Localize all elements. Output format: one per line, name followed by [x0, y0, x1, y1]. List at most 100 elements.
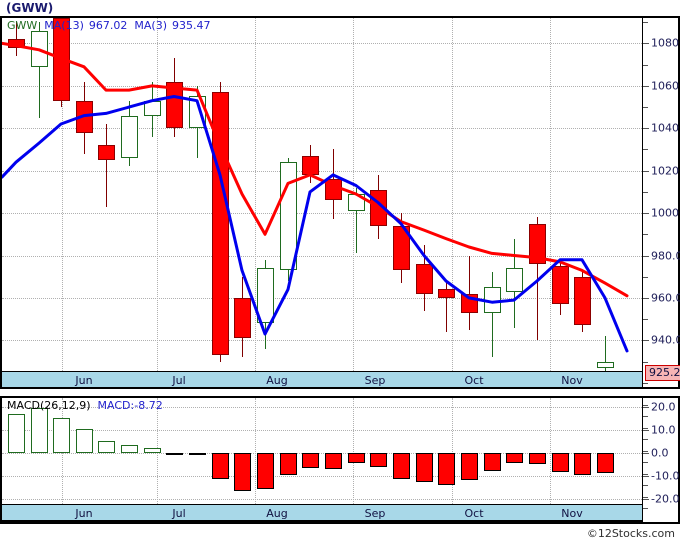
macd-bar-positive [53, 417, 70, 453]
macd-axis-label: 0.0 [651, 446, 669, 460]
price-axis-label: 940.0 [651, 333, 680, 347]
legend-macd-value: MACD:-8.72 [97, 399, 163, 412]
price-axis-label: 1020.0 [651, 164, 680, 178]
macd-gridline-h [2, 430, 642, 432]
macd-bar-negative [302, 453, 319, 469]
candle-wick [106, 124, 107, 207]
candle-body-up [280, 162, 297, 271]
month-axis-label: Oct [464, 507, 484, 520]
macd-axis-tick [643, 498, 649, 500]
candle-body-down [8, 39, 25, 48]
macd-bar-negative [597, 453, 614, 473]
macd-axis-minor-tick [643, 473, 648, 475]
month-axis-label: Jul [172, 374, 186, 387]
month-axis-label: Oct [464, 374, 484, 387]
candle-body-down [325, 179, 342, 201]
price-axis-tick [643, 43, 649, 45]
macd-bar-negative [552, 453, 569, 473]
price-gridline-v [550, 18, 551, 387]
price-gridline-v [255, 18, 256, 387]
macd-bar-positive [144, 447, 161, 453]
candle-body-down [212, 92, 229, 356]
macd-gridline-v [550, 398, 551, 508]
page-title: (GWW) [6, 1, 54, 15]
macd-axis-label: 20.0 [651, 400, 676, 414]
price-axis-tick [643, 297, 649, 299]
macd-bar-negative [325, 453, 342, 470]
macd-axis-minor-tick [643, 462, 648, 464]
macd-axis-minor-tick [643, 439, 648, 441]
price-axis-minor-tick [643, 361, 648, 363]
macd-axis-minor-tick [643, 496, 648, 498]
macd-bar-positive [121, 444, 138, 453]
macd-axis-label: -10.0 [651, 469, 680, 483]
candle-body-down [552, 266, 569, 305]
price-gridline-h [2, 213, 642, 215]
candle-body-down [393, 225, 410, 271]
month-axis-label: Aug [266, 374, 288, 387]
candle-wick [16, 22, 17, 57]
macd-bar-negative [212, 453, 229, 480]
macd-bar-negative [189, 453, 206, 455]
candle-body-up [597, 361, 614, 368]
legend-ma3-label: MA(3) [134, 19, 167, 32]
candle-wick [492, 272, 493, 358]
price-axis-minor-tick [643, 149, 648, 151]
price-gridline-h [2, 43, 642, 45]
price-axis-tick [643, 128, 649, 130]
macd-axis-tick [643, 475, 649, 477]
price-axis-minor-tick [643, 382, 648, 384]
price-axis-label: 1080.0 [651, 36, 680, 50]
legend-ma13-value: 967.02 [88, 19, 128, 32]
candle-body-up [484, 287, 501, 313]
candle-body-up [348, 194, 365, 211]
price-axis-minor-tick [643, 22, 648, 24]
price-plot-area [2, 18, 642, 387]
candle-body-down [166, 81, 183, 129]
macd-zero-line [2, 453, 642, 454]
macd-bar-negative [484, 453, 501, 472]
price-axis-minor-tick [643, 107, 648, 109]
macd-axis-minor-tick [643, 427, 648, 429]
macd-axis-label: 10.0 [651, 423, 676, 437]
macd-gridline-h [2, 498, 642, 500]
price-gridline-h [2, 340, 642, 342]
macd-bar-negative [370, 453, 387, 467]
macd-gridline-h [2, 407, 642, 409]
macd-gridline-h [2, 475, 642, 477]
candle-body-up [189, 96, 206, 129]
candle-body-down [438, 289, 455, 298]
price-axis-tick [643, 213, 649, 215]
macd-axis-minor-tick [643, 416, 648, 418]
month-axis-label: Jun [75, 507, 93, 520]
candle-body-down [529, 223, 546, 264]
legend-macd-label: MACD(26,12,9) [7, 399, 91, 412]
price-axis-tick [643, 340, 649, 342]
macd-y-axis: 20.0 10.0 0.0 -10.0 -20.0 [643, 398, 680, 522]
macd-axis-minor-tick [643, 508, 648, 509]
month-axis-label: Sep [364, 507, 386, 520]
macd-gridline-v [62, 398, 63, 508]
price-axis-label: 960.0 [651, 291, 680, 305]
month-axis-label: Nov [561, 507, 583, 520]
price-axis-label: 980.0 [651, 249, 680, 263]
macd-legend: MACD(26,12,9) MACD:-8.72 [7, 399, 163, 412]
price-legend: GWW MA(13) 967.02 MA(3) 935.47 [7, 19, 211, 32]
candle-body-up [257, 268, 274, 324]
price-axis-tick [643, 85, 649, 87]
month-axis-label: Jul [172, 507, 186, 520]
price-axis-tick [643, 170, 649, 172]
price-gridline-h [2, 255, 642, 257]
candle-body-down [416, 264, 433, 294]
price-axis-minor-tick [643, 64, 648, 66]
price-axis-minor-tick [643, 319, 648, 321]
macd-bar-negative [506, 453, 523, 464]
price-axis-minor-tick [643, 276, 648, 278]
price-gridline-v [157, 18, 158, 387]
macd-bar-positive [98, 440, 115, 453]
legend-symbol: GWW [7, 19, 38, 32]
macd-bar-negative [348, 453, 365, 463]
macd-bar-negative [393, 453, 410, 479]
macd-bar-positive [8, 414, 25, 453]
